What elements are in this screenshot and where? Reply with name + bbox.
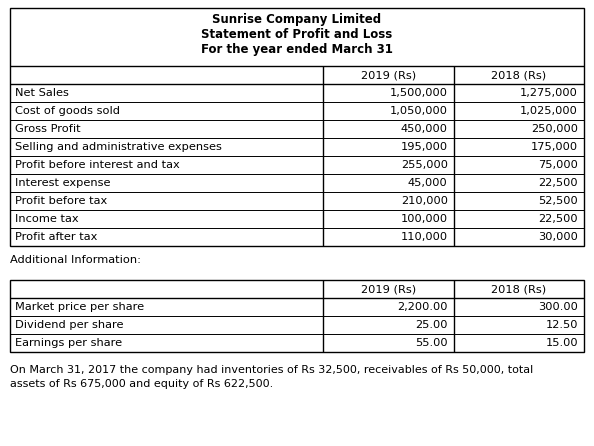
- Bar: [10, 8, 584, 246]
- Text: 100,000: 100,000: [400, 214, 448, 224]
- Text: 1,500,000: 1,500,000: [390, 88, 448, 98]
- Text: 2019 (Rs): 2019 (Rs): [361, 70, 416, 80]
- Text: 12.50: 12.50: [545, 320, 578, 330]
- Text: On March 31, 2017 the company had inventories of Rs 32,500, receivables of Rs 50: On March 31, 2017 the company had invent…: [10, 365, 533, 375]
- Text: 52,500: 52,500: [538, 196, 578, 206]
- Text: 2019 (Rs): 2019 (Rs): [361, 284, 416, 294]
- Text: 210,000: 210,000: [401, 196, 448, 206]
- Text: Market price per share: Market price per share: [15, 302, 144, 312]
- Text: Profit before tax: Profit before tax: [15, 196, 108, 206]
- Text: Statement of Profit and Loss: Statement of Profit and Loss: [201, 29, 393, 41]
- Text: 255,000: 255,000: [401, 160, 448, 170]
- Text: 15.00: 15.00: [545, 338, 578, 348]
- Text: 2018 (Rs): 2018 (Rs): [491, 70, 546, 80]
- Text: Cost of goods sold: Cost of goods sold: [15, 106, 120, 116]
- Text: 30,000: 30,000: [538, 232, 578, 242]
- Text: 300.00: 300.00: [538, 302, 578, 312]
- Text: 110,000: 110,000: [400, 232, 448, 242]
- Text: 22,500: 22,500: [538, 214, 578, 224]
- Text: Profit before interest and tax: Profit before interest and tax: [15, 160, 180, 170]
- Text: Sunrise Company Limited: Sunrise Company Limited: [213, 13, 381, 26]
- Text: assets of Rs 675,000 and equity of Rs 622,500.: assets of Rs 675,000 and equity of Rs 62…: [10, 379, 273, 389]
- Bar: [10, 280, 584, 352]
- Text: 25.00: 25.00: [415, 320, 448, 330]
- Text: Selling and administrative expenses: Selling and administrative expenses: [15, 142, 222, 152]
- Text: 1,275,000: 1,275,000: [520, 88, 578, 98]
- Text: Dividend per share: Dividend per share: [15, 320, 124, 330]
- Text: Profit after tax: Profit after tax: [15, 232, 97, 242]
- Text: 45,000: 45,000: [408, 178, 448, 188]
- Text: 2018 (Rs): 2018 (Rs): [491, 284, 546, 294]
- Text: 1,050,000: 1,050,000: [390, 106, 448, 116]
- Text: Earnings per share: Earnings per share: [15, 338, 122, 348]
- Text: 250,000: 250,000: [531, 124, 578, 134]
- Text: Interest expense: Interest expense: [15, 178, 110, 188]
- Text: Gross Profit: Gross Profit: [15, 124, 81, 134]
- Text: Additional Information:: Additional Information:: [10, 255, 141, 265]
- Text: 450,000: 450,000: [401, 124, 448, 134]
- Text: Income tax: Income tax: [15, 214, 78, 224]
- Text: 75,000: 75,000: [538, 160, 578, 170]
- Text: 2,200.00: 2,200.00: [397, 302, 448, 312]
- Text: 1,025,000: 1,025,000: [520, 106, 578, 116]
- Text: 55.00: 55.00: [415, 338, 448, 348]
- Text: 22,500: 22,500: [538, 178, 578, 188]
- Text: 175,000: 175,000: [531, 142, 578, 152]
- Text: Net Sales: Net Sales: [15, 88, 69, 98]
- Text: 195,000: 195,000: [400, 142, 448, 152]
- Text: For the year ended March 31: For the year ended March 31: [201, 44, 393, 57]
